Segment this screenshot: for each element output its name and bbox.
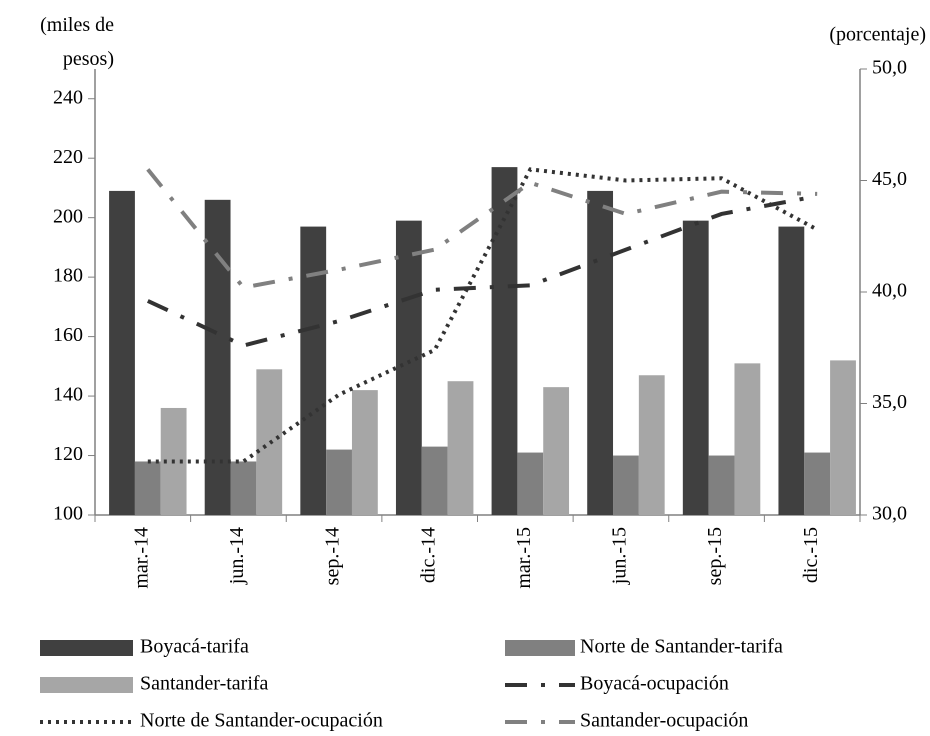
y-tick-label: 100 xyxy=(53,503,83,525)
bar xyxy=(517,452,544,515)
bar xyxy=(708,455,735,515)
y-tick-label: 240 xyxy=(53,86,83,108)
bar xyxy=(351,390,378,515)
y-tick-label: 200 xyxy=(53,205,83,227)
x-tick-label: jun.-14 xyxy=(226,527,248,585)
legend-swatch xyxy=(40,640,133,656)
y-tick-label: 120 xyxy=(53,443,83,465)
bar xyxy=(256,369,283,515)
bar xyxy=(587,190,614,515)
bar xyxy=(804,452,831,515)
bar xyxy=(830,360,856,515)
x-tick-label: sep.-15 xyxy=(704,527,726,585)
y2-tick-label: 45,0 xyxy=(872,168,907,190)
legend-label: Norte de Santander-ocupación xyxy=(140,710,383,732)
bar xyxy=(109,190,135,515)
y2-tick-label: 35,0 xyxy=(872,391,907,413)
legend-label: Norte de Santander-tarifa xyxy=(580,636,783,658)
y2-tick-label: 30,0 xyxy=(872,503,907,525)
legend-swatch xyxy=(40,677,133,693)
bar xyxy=(134,461,161,515)
legend-label: Santander-ocupación xyxy=(580,710,748,732)
legend-label: Boyacá-ocupación xyxy=(580,673,729,695)
bar xyxy=(204,199,231,515)
bar xyxy=(326,449,352,515)
x-tick-label: mar.-15 xyxy=(513,527,535,589)
bar xyxy=(613,455,639,515)
x-tick-label: dic.-14 xyxy=(417,527,439,583)
x-tick-label: jun.-15 xyxy=(609,527,631,585)
y2-tick-label: 50,0 xyxy=(872,57,907,79)
bar xyxy=(543,387,570,515)
bar xyxy=(230,461,257,515)
x-tick-label: dic.-15 xyxy=(800,527,822,583)
x-tick-label: sep.-14 xyxy=(322,527,344,585)
line xyxy=(147,167,819,464)
line xyxy=(146,194,818,348)
y2-tick-label: 40,0 xyxy=(872,280,907,302)
y-tick-label: 220 xyxy=(53,146,83,168)
legend-label: Santander-tarifa xyxy=(140,673,269,695)
bar xyxy=(421,446,448,515)
bar xyxy=(491,167,518,515)
bar xyxy=(447,381,474,515)
legend-label: Boyacá-tarifa xyxy=(140,636,249,658)
bar xyxy=(682,220,709,515)
bar xyxy=(638,375,665,515)
bar xyxy=(778,226,805,515)
legend-swatch xyxy=(505,640,575,656)
y-tick-label: 160 xyxy=(53,324,83,346)
x-tick-label: mar.-14 xyxy=(130,527,152,589)
y-tick-label: 180 xyxy=(53,265,83,287)
y2-axis-label: (porcentaje) xyxy=(829,24,926,46)
bar xyxy=(395,220,422,515)
bar xyxy=(734,363,761,515)
y-tick-label: 140 xyxy=(53,384,83,406)
line xyxy=(146,168,818,290)
y-axis-label: (miles de pesos) xyxy=(40,14,114,70)
bar xyxy=(300,226,327,515)
